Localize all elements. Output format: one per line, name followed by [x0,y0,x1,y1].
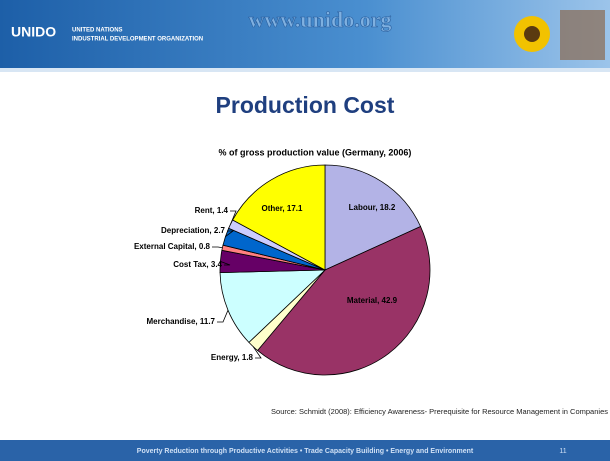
data-label: Depreciation, 2.7 [161,226,226,235]
slide-title: Production Cost [216,92,395,118]
footer-tagline: Poverty Reduction through Productive Act… [137,448,474,455]
data-label: Energy, 1.8 [211,353,254,362]
data-label: Labour, 18.2 [349,203,396,212]
header-rule [0,68,610,72]
page-number: 11 [559,448,566,455]
source: Source: Schmidt (2008): Efficiency Aware… [271,407,608,416]
logo-text: UNIDO [11,24,56,40]
data-label: Material, 42.9 [347,296,398,305]
org-line: UNITED NATIONS [72,28,123,34]
slide: UNIDO UNITED NATIONS INDUSTRIAL DEVELOPM… [0,0,610,461]
org-line: INDUSTRIAL DEVELOPMENT ORGANIZATION [72,37,203,43]
chart-title: % of gross production value (Germany, 20… [219,147,412,157]
url: www.unido.org [248,7,391,32]
data-label: Other, 17.1 [262,204,303,213]
data-label: Cost Tax, 3.4 [173,260,222,269]
data-label: Merchandise, 11.7 [147,317,216,326]
data-label: Rent, 1.4 [195,206,229,215]
data-label: External Capital, 0.8 [134,242,211,251]
